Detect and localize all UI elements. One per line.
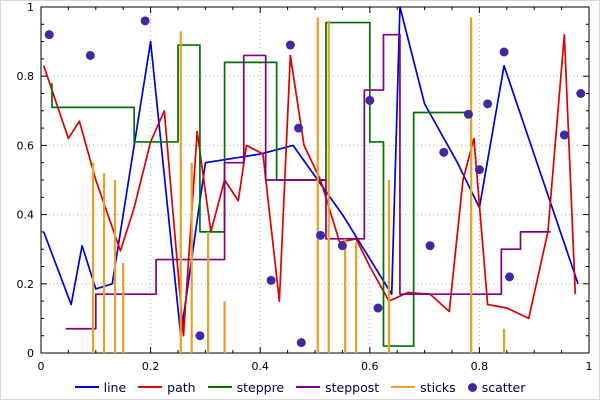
- series-scatter-point: [315, 230, 325, 240]
- series-scatter-point: [499, 47, 509, 57]
- y-tick-label: 0: [27, 347, 34, 360]
- legend-line-label: line: [103, 379, 127, 395]
- y-tick-label: 0.8: [17, 70, 35, 83]
- x-tick-label: 0.2: [142, 360, 160, 373]
- series-steppre-line: [51, 21, 469, 347]
- series-scatter-point: [85, 50, 95, 60]
- legend-item-line: line: [74, 379, 127, 395]
- series-path-line: [42, 33, 577, 337]
- series-scatter-point: [296, 338, 306, 348]
- x-tick-label: 0: [38, 360, 45, 373]
- series-scatter-point: [505, 272, 515, 282]
- legend-item-sticks: sticks: [391, 380, 456, 395]
- legend: line path steppre steppost sticks scatter: [1, 378, 599, 396]
- y-tick-label: 0.4: [17, 209, 35, 222]
- series-scatter-point: [576, 89, 586, 98]
- legend-steppost-label: steppost: [325, 379, 380, 395]
- legend-line-sample-icon: [74, 385, 99, 389]
- y-tick-label: 0.6: [17, 139, 35, 152]
- y-tick-label: 1: [27, 1, 34, 14]
- series-steppost-line: [65, 33, 551, 330]
- legend-scatter-label: scatter: [481, 379, 526, 395]
- legend-steppost-sample-icon: [296, 385, 321, 389]
- legend-item-steppre: steppre: [207, 379, 285, 395]
- series-scatter-point: [285, 40, 295, 50]
- legend-item-steppost: steppost: [296, 380, 379, 395]
- legend-sticks-label: sticks: [420, 379, 456, 395]
- series-scatter-point: [337, 241, 347, 251]
- x-tick-label: 0.8: [471, 360, 489, 373]
- series-scatter-point: [439, 147, 449, 157]
- x-tick-label: 0.4: [251, 360, 269, 373]
- series-scatter-point: [373, 303, 383, 313]
- series-scatter-point: [294, 123, 304, 133]
- legend-item-path: path: [138, 379, 196, 395]
- legend-steppre-sample-icon: [207, 385, 232, 389]
- legend-path-sample-icon: [138, 385, 163, 389]
- plot-area: 0 0.2 0.4 0.6 0.8 1 0 0.2 0.4 0.6 0.8 1: [17, 1, 593, 373]
- series-scatter-point: [140, 16, 150, 26]
- legend-item-scatter: scatter: [467, 379, 526, 395]
- legend-sticks-sample-icon: [391, 385, 416, 389]
- series-scatter-point: [44, 30, 54, 40]
- x-tick-label: 0.6: [361, 360, 379, 373]
- series-scatter-point: [559, 130, 569, 140]
- series-scatter-point: [463, 109, 473, 119]
- series-scatter-point: [474, 165, 484, 175]
- legend-steppre-label: steppre: [236, 379, 285, 395]
- series-scatter-point: [425, 241, 435, 251]
- legend-scatter-sample-icon: [467, 382, 477, 392]
- series-scatter-point: [266, 275, 276, 285]
- x-tick-label: 1: [586, 360, 593, 373]
- series-scatter-point: [483, 99, 493, 109]
- y-tick-label: 0.2: [17, 278, 35, 291]
- legend-path-label: path: [167, 379, 196, 395]
- series-scatter-point: [195, 331, 205, 341]
- series-scatter-point: [365, 95, 375, 105]
